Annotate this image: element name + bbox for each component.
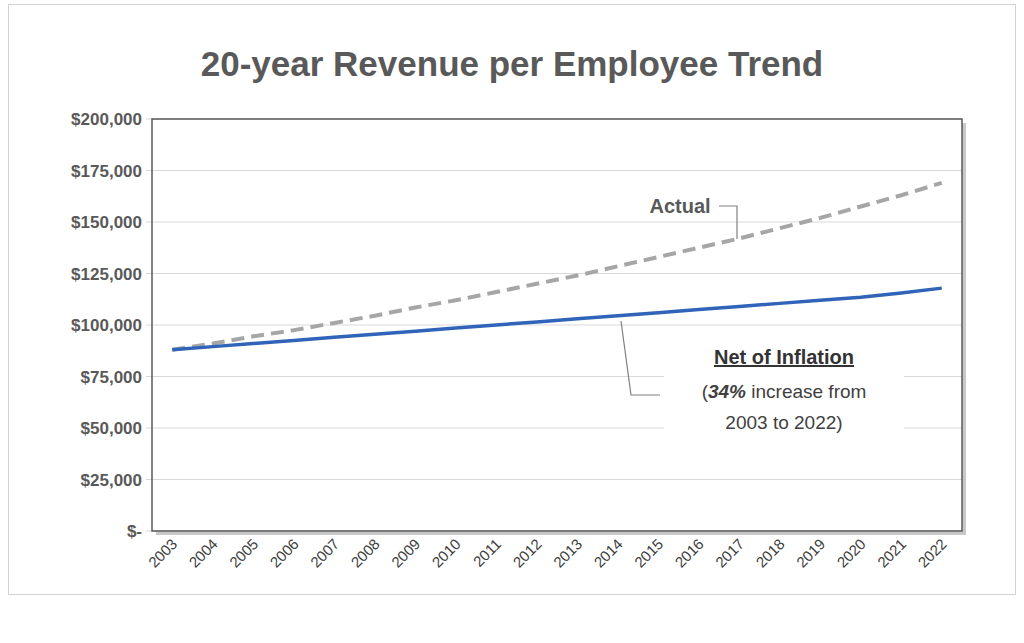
series-label: Net of Inflation	[714, 346, 854, 368]
annotation: 2003 to 2022)	[725, 412, 842, 433]
annotation: (34% increase from	[702, 381, 867, 402]
x-tick-label: 2008	[347, 535, 383, 571]
x-tick-label: 2007	[307, 535, 343, 571]
annotation-part: 2003 to 2022)	[725, 412, 842, 433]
plot-frame	[152, 119, 962, 531]
x-tick-label: 2016	[671, 535, 707, 571]
x-tick-label: 2014	[590, 535, 626, 571]
grid-line	[146, 221, 962, 222]
x-tick-label: 2004	[185, 535, 221, 571]
series-label: Actual	[649, 195, 710, 217]
connector	[719, 206, 737, 239]
grid-line	[146, 273, 962, 274]
series-group	[172, 183, 942, 350]
x-tick-label: 2013	[550, 535, 586, 571]
title: 20-year Revenue per Employee Trend	[201, 44, 824, 83]
connector	[621, 321, 660, 395]
y-tick-label: $175,000	[71, 162, 142, 181]
x-tick-label: 2021	[874, 535, 910, 571]
y-tick-label: $125,000	[71, 265, 142, 284]
grid-line	[146, 170, 962, 171]
annotation-part: increase from	[746, 381, 866, 402]
label-bg	[664, 340, 904, 436]
x-tick-label: 2020	[833, 535, 869, 571]
label-bg	[640, 192, 718, 220]
grid-line	[146, 479, 962, 480]
y-tick-label: $150,000	[71, 213, 142, 232]
annotation-part: 34%	[708, 381, 746, 402]
y-tick-label: $200,000	[71, 110, 142, 129]
x-tick-label: 2005	[226, 535, 262, 571]
y-tick-label: $100,000	[71, 316, 142, 335]
y-tick-label: $50,000	[81, 419, 142, 438]
x-tick-label: 2003	[145, 535, 181, 571]
x-tick-label: 2015	[631, 535, 667, 571]
card	[9, 5, 1016, 595]
y-tick-label: $25,000	[81, 471, 142, 490]
x-tick-label: 2019	[793, 535, 829, 571]
chart-root: 20-year Revenue per Employee Trend $- $25,…	[0, 0, 1024, 643]
x-tick-label: 2010	[428, 535, 464, 571]
x-tick-label: 2011	[470, 535, 505, 570]
x-tick-label: 2017	[712, 535, 748, 571]
x-tick-label: 2018	[752, 535, 788, 571]
x-tick-label: 2006	[266, 535, 302, 571]
y-tick-label: $-	[127, 522, 142, 541]
x-tick-label: 2022	[914, 535, 950, 571]
y-tick-label: $75,000	[81, 368, 142, 387]
x-tick-label: 2009	[388, 535, 424, 571]
x-tick-label: 2012	[509, 535, 545, 571]
grid-line	[146, 324, 962, 325]
series-line	[172, 183, 942, 350]
